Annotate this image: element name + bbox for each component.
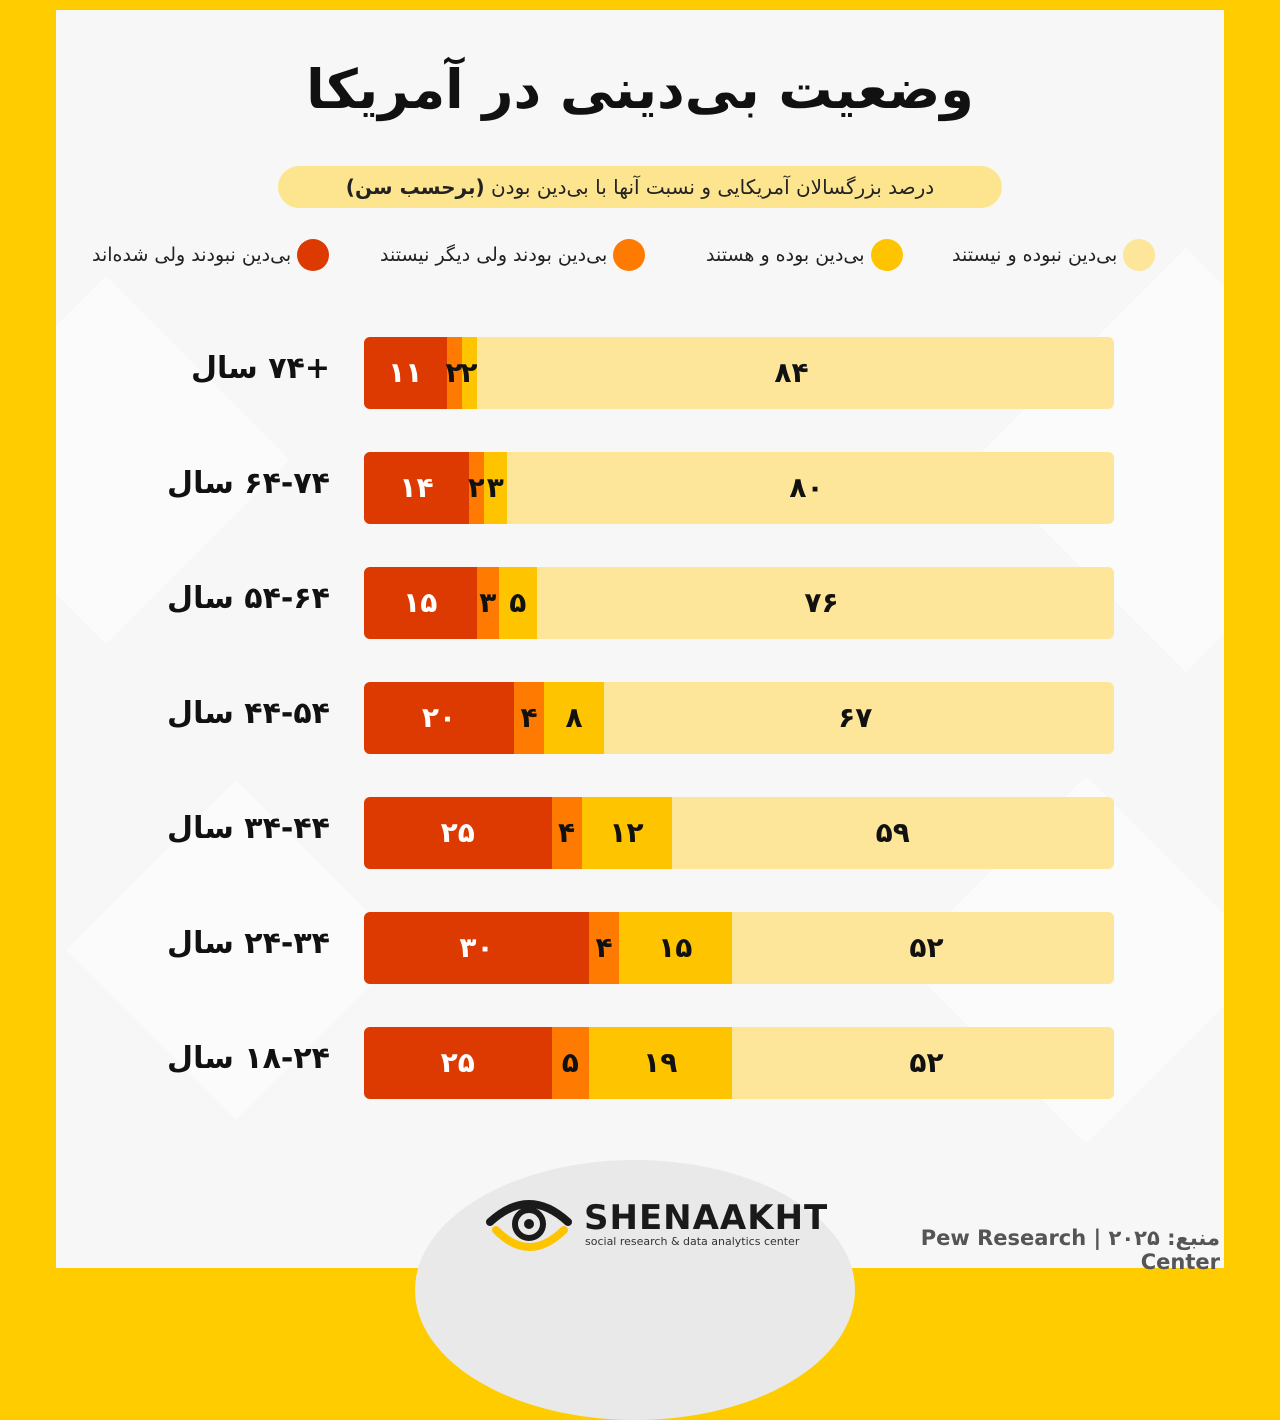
age-group-label: ۳۴-۴۴ سال — [167, 811, 330, 846]
data-label: ۷۶ — [804, 586, 839, 619]
bar-segment-became — [364, 682, 514, 754]
legend-swatch — [297, 239, 330, 271]
bar-row: ۱۵ ۳ ۵ ۷۶ — [364, 567, 1114, 639]
bar-segment-became — [364, 337, 447, 409]
age-group-label: +۷۴ سال — [190, 351, 330, 386]
bar-segment-still — [589, 1027, 732, 1099]
bar-segment-formerly — [551, 797, 582, 869]
age-group-label: ۲۴-۳۴ سال — [167, 926, 330, 961]
bar-segment-never — [671, 797, 1114, 869]
legend-swatch — [870, 239, 903, 271]
data-label: ۲ — [467, 471, 486, 504]
bar-segment-never — [731, 912, 1114, 984]
subtitle-main: درصد بزرگسالان آمریکایی و نسبت آنها با ب… — [490, 175, 935, 199]
data-label: ۴ — [520, 701, 538, 734]
data-label: ۱۲ — [609, 816, 644, 849]
age-group-label: ۱۸-۲۴ سال — [167, 1041, 330, 1076]
source-credit: منبع: ۲۰۲۵ | Pew Research Center — [920, 1226, 1220, 1274]
data-label: ۳ — [486, 471, 504, 504]
data-label: ۸ — [565, 701, 583, 734]
age-group-label: ۴۴-۵۴ سال — [167, 696, 330, 731]
data-label: ۱۴ — [399, 471, 434, 504]
data-label: ۶۷ — [838, 701, 873, 734]
bar-segment-became — [364, 452, 469, 524]
bar-segment-never — [604, 682, 1107, 754]
bar-segment-formerly — [469, 452, 484, 524]
stacked-bar-chart: +۷۴ سال ۱۱ ۲ ۲ ۸۴ ۶۴-۷۴ سال ۱۴ ۲ ۳ ۸۰ ۵۴-۶۴ سال ۱۵ ۳… — [167, 337, 1114, 1099]
bar-segment-still — [581, 797, 672, 869]
bar-segment-became — [364, 567, 477, 639]
bar-segment-never — [476, 337, 1107, 409]
legend-item-never: بی‌دین نبوده و نیستند — [952, 238, 1156, 272]
legend-item-became: بی‌دین نبودند ولی شده‌اند — [92, 238, 330, 272]
data-label: ۴ — [595, 931, 613, 964]
data-label: ۵۲ — [909, 1046, 944, 1079]
data-label: ۲۰ — [421, 701, 457, 734]
bar-segment-never — [536, 567, 1107, 639]
data-label: ۱۵ — [403, 586, 438, 619]
bar-segment-never — [506, 452, 1107, 524]
bar-segment-still — [461, 337, 477, 409]
data-label: ۲ — [445, 356, 463, 389]
data-label: ۲۵ — [440, 816, 475, 849]
bar-row: ۲۰ ۴ ۸ ۶۷ — [364, 682, 1114, 754]
bar-row: ۲۵ ۵ ۱۹ ۵۲ — [364, 1027, 1114, 1099]
bar-row: ۲۵ ۴ ۱۲ ۵۹ — [364, 797, 1114, 869]
eye-logo-icon — [486, 1200, 572, 1251]
page-title: وضعیت بی‌دینی در آمریکا — [306, 58, 974, 121]
legend-label: بی‌دین نبوده و نیستند — [952, 244, 1118, 266]
bar-segment-formerly — [446, 337, 462, 409]
subtitle: درصد بزرگسالان آمریکایی و نسبت آنها با ب… — [278, 166, 1002, 208]
bar-segment-formerly — [589, 912, 619, 984]
data-label: ۵۲ — [909, 931, 944, 964]
subtitle-bold: (برحسب سن) — [345, 175, 485, 199]
legend-label: بی‌دین بوده و هستند — [706, 244, 865, 266]
bar-row: ۱۴ ۲ ۳ ۸۰ — [364, 452, 1114, 524]
legend-label: بی‌دین بودند ولی دیگر نیستند — [380, 244, 608, 266]
bar-segment-became — [364, 912, 589, 984]
data-label: ۵ — [509, 586, 527, 619]
data-label: ۵ — [561, 1046, 579, 1079]
bar-segment-still — [619, 912, 732, 984]
data-label: ۸۰ — [789, 471, 824, 504]
legend-swatch — [613, 239, 646, 271]
bar-segment-became — [364, 1027, 552, 1099]
brand-tagline: social research & data analytics center — [585, 1235, 800, 1248]
bar-row: ۳۰ ۴ ۱۵ ۵۲ — [364, 912, 1114, 984]
legend-item-formerly: بی‌دین بودند ولی دیگر نیستند — [380, 238, 646, 272]
brand-name: SHENAAKHT — [584, 1198, 829, 1238]
data-label: ۱۱ — [388, 356, 423, 389]
age-group-label: ۶۴-۷۴ سال — [167, 466, 330, 501]
data-label: ۲۵ — [440, 1046, 475, 1079]
data-label: ۳ — [479, 586, 497, 619]
bar-segment-formerly — [551, 1027, 589, 1099]
bar-row: ۱۱ ۲ ۲ ۸۴ — [364, 337, 1114, 409]
bar-segment-formerly — [514, 682, 544, 754]
data-label: ۳۰ — [459, 931, 494, 964]
bar-segment-still — [499, 567, 537, 639]
legend-item-still: بی‌دین بوده و هستند — [706, 238, 903, 272]
data-label: ۱۵ — [658, 931, 693, 964]
bar-segment-never — [731, 1027, 1114, 1099]
data-label: ۱۹ — [643, 1046, 678, 1079]
age-group-label: ۵۴-۶۴ سال — [167, 581, 330, 616]
bar-segment-still — [484, 452, 507, 524]
data-label: ۵۹ — [875, 816, 910, 849]
data-label: ۴ — [557, 816, 576, 849]
bar-segment-formerly — [476, 567, 499, 639]
legend-label: بی‌دین نبودند ولی شده‌اند — [92, 244, 292, 266]
bar-segment-still — [544, 682, 604, 754]
bar-segment-became — [364, 797, 552, 869]
data-label: ۸۴ — [774, 356, 809, 389]
data-label: ۲ — [460, 356, 478, 389]
legend-swatch — [1123, 239, 1156, 271]
